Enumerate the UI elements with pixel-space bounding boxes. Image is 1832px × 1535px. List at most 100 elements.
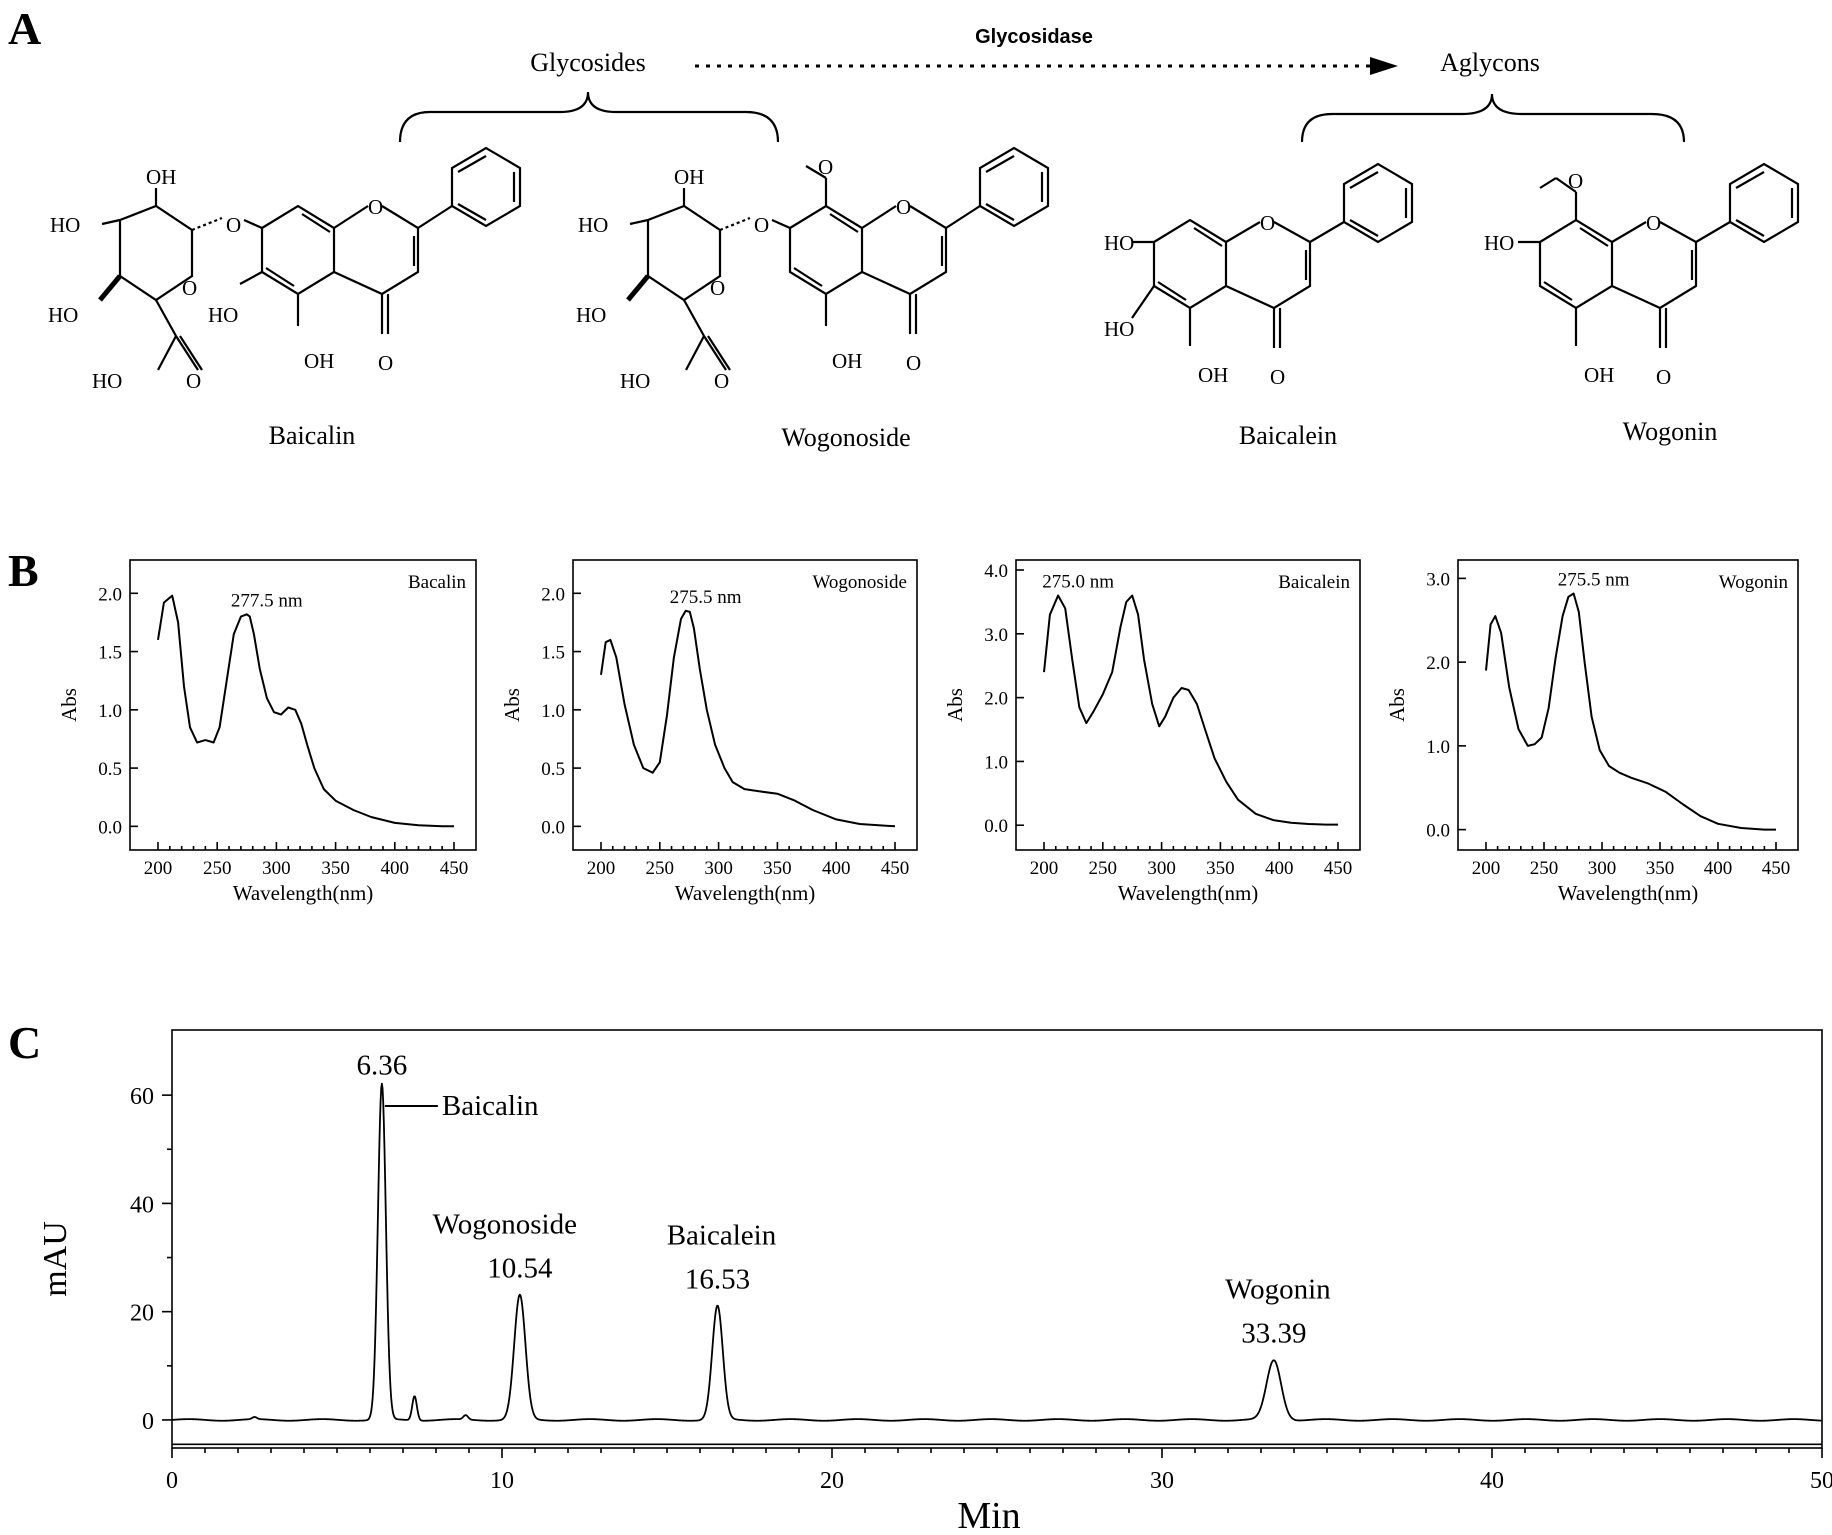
y-tick-label: 3.0	[1426, 569, 1450, 590]
peak-name: Baicalin	[442, 1090, 539, 1122]
plot-frame	[171, 1029, 1823, 1449]
atom-o: O	[368, 195, 383, 219]
atom-oh: OH	[146, 165, 176, 189]
x-tick-label: 200	[144, 858, 173, 879]
peak-retention-time: 10.54	[487, 1252, 553, 1284]
x-tick-label: 450	[881, 858, 910, 879]
peak-name: Wogonin	[1225, 1273, 1331, 1305]
plot-frame	[572, 559, 918, 851]
spectrum-title: Wogonin	[1719, 572, 1789, 593]
peak-retention-time: 16.53	[685, 1263, 750, 1295]
y-tick-label: 40	[130, 1192, 154, 1218]
atom-ho: HO	[1104, 231, 1134, 255]
x-tick-label: 350	[1206, 858, 1235, 879]
x-axis-label: Wavelength(nm)	[1118, 881, 1259, 905]
atom-ho: HO	[576, 303, 606, 327]
spectrum-title: Wogonoside	[812, 572, 907, 593]
y-tick-label: 1.0	[541, 701, 565, 722]
x-tick-label: 40	[1480, 1468, 1504, 1494]
chromatogram-trace	[171, 1082, 1822, 1422]
peak-name: Baicalein	[667, 1219, 777, 1251]
spectrum-line	[600, 609, 896, 828]
atom-o: O	[186, 369, 201, 393]
x-tick-label: 250	[1089, 858, 1118, 879]
atom-ho: HO	[92, 369, 122, 393]
peak-retention-time: 33.39	[1241, 1317, 1306, 1349]
x-tick-label: 200	[587, 858, 616, 879]
y-axis-label: Abs	[500, 688, 524, 722]
y-tick-label: 1.0	[984, 752, 1008, 773]
atom-o: O	[1568, 169, 1583, 193]
x-tick-label: 200	[1030, 858, 1059, 879]
y-tick-label: 0.0	[541, 817, 565, 838]
uv-spectrum-baicalin: 200 250 300 350 400 450 0.0 0.5 1.0 1.5 2.0 Wavelen…	[57, 559, 477, 905]
x-tick-label: 300	[262, 858, 291, 879]
glycosides-brace	[398, 91, 780, 143]
x-tick-label: 300	[704, 858, 733, 879]
y-tick-label: 0.5	[98, 759, 122, 780]
atom-ho: HO	[50, 213, 80, 237]
atom-o: O	[906, 351, 921, 375]
atom-o: O	[896, 195, 911, 219]
spectrum-line	[1043, 594, 1338, 826]
y-tick-label: 1.5	[541, 643, 565, 664]
wogonoside-structure: OH HO HO O HO O O O O OH O	[576, 146, 1050, 393]
y-tick-label: 0.0	[98, 817, 122, 838]
x-tick-label: 200	[1472, 858, 1501, 879]
y-axis-label: Abs	[943, 688, 967, 722]
x-tick-label: 30	[1150, 1468, 1174, 1494]
glycosidase-label: Glycosidase	[975, 26, 1093, 48]
peak-wavelength-label: 275.0 nm	[1042, 572, 1114, 593]
atom-o: O	[1270, 365, 1285, 389]
y-tick-label: 60	[130, 1084, 154, 1110]
x-tick-label: 300	[1588, 858, 1617, 879]
x-tick-label: 250	[646, 858, 675, 879]
y-tick-label: 2.0	[1426, 653, 1450, 674]
spectrum-line	[157, 594, 454, 828]
y-tick-label: 2.0	[541, 584, 565, 605]
baicalin-structure: OH HO HO O HO O O O HO OH O	[48, 146, 522, 393]
x-tick-label: 400	[1704, 858, 1733, 879]
x-tick-label: 50	[1810, 1468, 1832, 1494]
x-tick-label: 0	[166, 1468, 178, 1494]
spectrum-line	[1485, 592, 1776, 831]
x-tick-label: 250	[1530, 858, 1559, 879]
x-tick-label: 10	[490, 1468, 514, 1494]
y-tick-label: 2.0	[98, 584, 122, 605]
y-tick-label: 0.0	[1426, 821, 1450, 842]
baicalein-structure: HO HO O OH O	[1104, 162, 1414, 389]
atom-o: O	[226, 213, 241, 237]
compound-name: Baicalin	[269, 421, 356, 450]
panel-label-a: A	[8, 3, 41, 54]
x-tick-label: 350	[763, 858, 792, 879]
atom-ho: HO	[1104, 317, 1134, 341]
plot-frame	[129, 559, 477, 851]
reaction-arrowhead	[1370, 57, 1398, 75]
y-tick-label: 1.0	[1426, 737, 1450, 758]
x-tick-label: 300	[1147, 858, 1176, 879]
compound-name: Wogonoside	[781, 423, 910, 452]
y-tick-label: 0	[142, 1409, 154, 1435]
y-tick-label: 0.5	[541, 759, 565, 780]
aglycons-brace	[1300, 93, 1686, 143]
y-tick-label: 0.0	[984, 816, 1008, 837]
wogonin-structure: HO O O OH O	[1484, 162, 1800, 389]
y-axis-label: mAU	[37, 1221, 74, 1297]
y-tick-label: 4.0	[984, 561, 1008, 582]
spectrum-title: Bacalin	[408, 572, 467, 593]
y-tick-label: 2.0	[984, 689, 1008, 710]
y-tick-label: 1.0	[98, 701, 122, 722]
uv-spectrum-wogonin: 200 250 300 350 400 450 0.0 1.0 2.0 3.0 Wavelength…	[1385, 559, 1799, 905]
atom-ho: HO	[208, 303, 238, 327]
x-axis-label: Min	[957, 1495, 1020, 1535]
spectrum-title: Baicalein	[1278, 572, 1350, 593]
atom-ho: HO	[48, 303, 78, 327]
x-tick-label: 350	[1646, 858, 1675, 879]
peak-wavelength-label: 275.5 nm	[1558, 569, 1630, 590]
plot-frame	[1015, 559, 1361, 851]
x-tick-label: 450	[1324, 858, 1353, 879]
atom-oh: OH	[1584, 363, 1614, 387]
compound-name: Baicalein	[1239, 421, 1337, 450]
x-tick-label: 250	[203, 858, 232, 879]
